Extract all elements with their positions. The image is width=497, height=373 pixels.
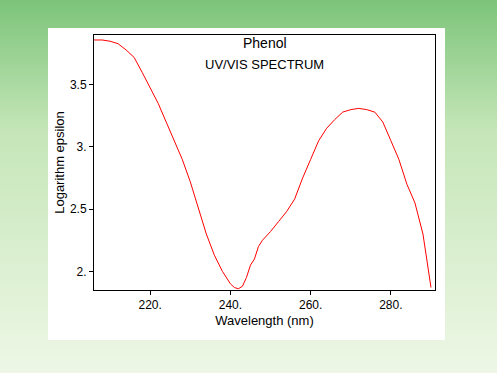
- svg-text:Logarithm epsilon: Logarithm epsilon: [52, 111, 67, 214]
- svg-text:2.: 2.: [77, 265, 87, 279]
- svg-text:220.: 220.: [138, 298, 161, 312]
- svg-text:UV/VIS SPECTRUM: UV/VIS SPECTRUM: [205, 57, 324, 72]
- svg-text:260.: 260.: [299, 298, 322, 312]
- svg-text:Phenol: Phenol: [243, 35, 287, 51]
- svg-text:3.5: 3.5: [70, 78, 87, 92]
- svg-text:3.: 3.: [77, 140, 87, 154]
- svg-text:240.: 240.: [219, 298, 242, 312]
- svg-text:2.5: 2.5: [70, 202, 87, 216]
- svg-text:280.: 280.: [379, 298, 402, 312]
- svg-text:Wavelength (nm): Wavelength (nm): [215, 313, 314, 328]
